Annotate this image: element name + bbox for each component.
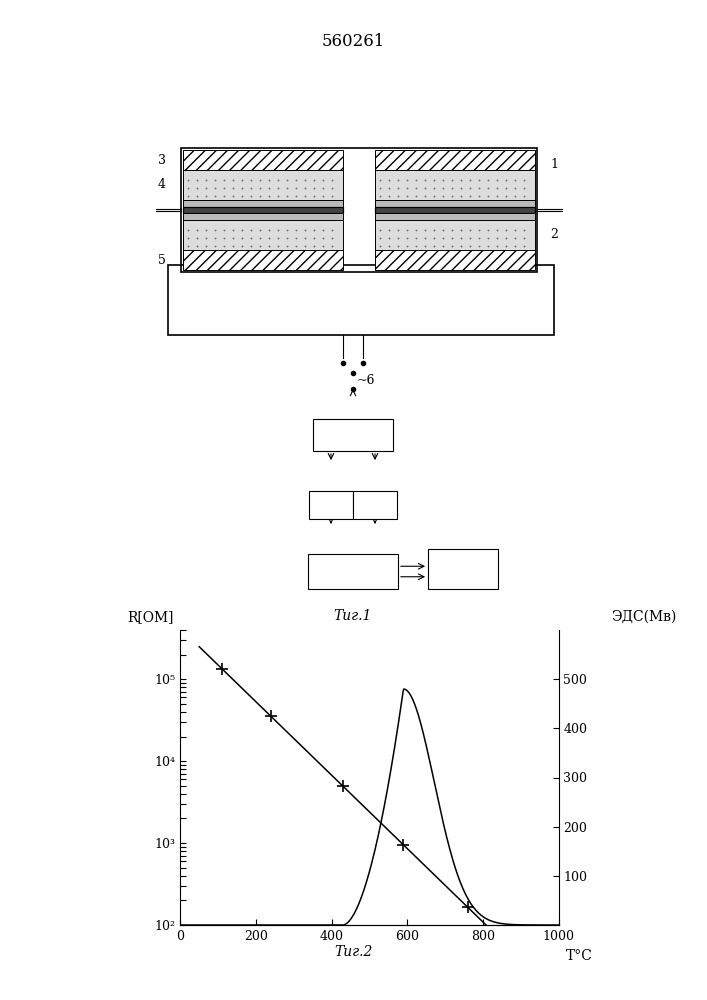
Bar	[375, 150, 535, 170]
Text: 11: 11	[454, 562, 472, 576]
Text: Τиг.1: Τиг.1	[334, 609, 372, 623]
Bar	[375, 207, 535, 213]
Bar	[308, 554, 398, 589]
Text: T°C: T°C	[566, 949, 593, 963]
Text: ~6: ~6	[357, 374, 375, 387]
Text: 8: 8	[327, 498, 335, 512]
Bar	[181, 148, 537, 272]
Bar	[183, 250, 343, 270]
Bar	[375, 220, 535, 250]
Bar	[168, 265, 554, 335]
Text: 5: 5	[158, 253, 166, 266]
Bar	[375, 250, 535, 270]
Text: 7: 7	[349, 428, 358, 442]
Text: 1: 1	[550, 158, 558, 172]
Bar	[375, 213, 535, 220]
Bar	[183, 213, 343, 220]
Text: ЭДС(Мв): ЭДС(Мв)	[612, 610, 677, 624]
Text: 4: 4	[158, 178, 166, 192]
Text: R[ОМ]: R[ОМ]	[127, 610, 174, 624]
Text: 9: 9	[370, 498, 380, 512]
Text: 10: 10	[344, 564, 362, 578]
Text: 3: 3	[158, 153, 166, 166]
Bar	[428, 549, 498, 589]
Bar	[183, 200, 343, 207]
Bar	[183, 207, 343, 213]
Text: Τиг.2: Τиг.2	[334, 945, 373, 959]
Bar	[353, 491, 397, 519]
Bar	[309, 491, 353, 519]
Bar	[183, 220, 343, 250]
Text: 2: 2	[550, 229, 558, 241]
Bar	[183, 170, 343, 200]
Bar	[313, 419, 393, 451]
Bar	[375, 200, 535, 207]
Bar	[375, 170, 535, 200]
Bar	[183, 150, 343, 170]
Text: 560261: 560261	[322, 33, 385, 50]
